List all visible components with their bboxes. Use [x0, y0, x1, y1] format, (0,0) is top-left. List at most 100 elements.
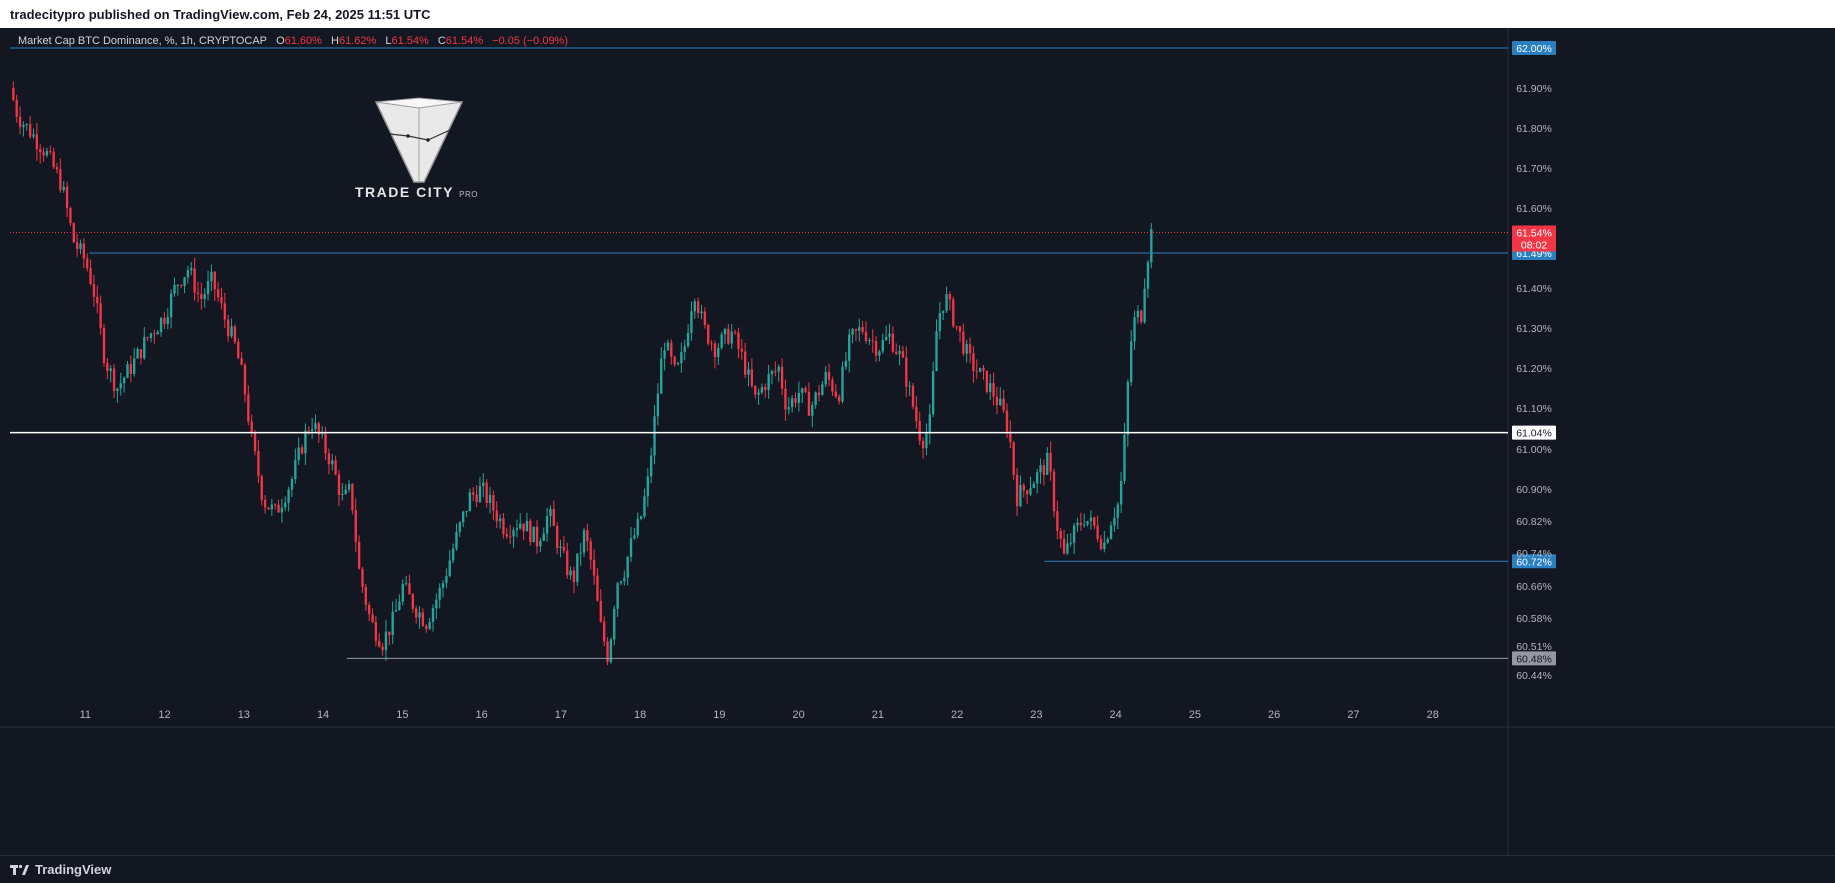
candle-body: [341, 494, 344, 496]
candle: [613, 605, 616, 646]
x-tick-label: 16: [475, 709, 487, 721]
candle-body: [458, 522, 461, 532]
candle: [858, 318, 861, 342]
candle: [183, 276, 186, 294]
candle-body: [317, 423, 321, 435]
candle-body: [321, 433, 324, 435]
candle-body: [656, 393, 660, 417]
candle: [1136, 305, 1140, 324]
chart-area[interactable]: [10, 28, 1825, 855]
candle-body: [143, 337, 146, 359]
candle-body: [465, 510, 468, 512]
candle: [522, 523, 525, 541]
candle-body: [948, 294, 952, 300]
x-tick-label: 12: [158, 709, 170, 721]
candle-body: [515, 528, 519, 530]
candle: [92, 275, 96, 308]
candle-body: [532, 526, 535, 543]
candle: [636, 512, 639, 539]
candlestick-chart[interactable]: 62.00%61.49%61.04%60.72%60.48%61.54%08:0…: [0, 0, 1835, 855]
y-tick-label: 60.82%: [1516, 516, 1552, 528]
candle: [126, 361, 129, 379]
y-tick-label: 60.74%: [1516, 548, 1552, 560]
x-tick-label: 25: [1189, 709, 1201, 721]
symbol-name[interactable]: Market Cap BTC Dominance, %, 1h, CRYPTOC…: [18, 35, 268, 47]
y-tick-label: 61.80%: [1516, 123, 1552, 135]
x-tick-label: 15: [396, 709, 408, 721]
candle-body: [777, 366, 780, 372]
candle-body: [200, 293, 203, 299]
candle-body: [176, 285, 180, 287]
candle: [532, 526, 535, 543]
candle-body: [670, 342, 673, 357]
candle: [730, 323, 733, 349]
candle: [45, 147, 49, 158]
candle-body: [398, 601, 401, 611]
candle-body: [596, 575, 599, 601]
candle: [978, 367, 982, 373]
candle: [324, 426, 327, 461]
candle: [780, 358, 784, 396]
candle-body: [508, 536, 512, 538]
candle-body: [589, 541, 592, 560]
watermark-brand-name: TRADE CITY: [355, 184, 454, 200]
level-tag: [1512, 554, 1556, 569]
candle-body: [1009, 431, 1012, 443]
candle-body: [535, 526, 539, 547]
y-tick-label: 60.44%: [1516, 670, 1552, 682]
candle: [1042, 459, 1046, 486]
candle-body: [59, 169, 62, 191]
x-tick-label: 26: [1268, 709, 1280, 721]
candle-body: [203, 294, 206, 299]
candle: [277, 499, 280, 513]
candle: [1039, 458, 1042, 484]
candle-body: [552, 509, 555, 526]
candle: [992, 372, 995, 406]
candle-body: [663, 350, 666, 359]
candle-body: [243, 364, 247, 395]
published-text: tradecitypro published on TradingView.co…: [10, 6, 431, 22]
candle-body: [378, 640, 381, 647]
candle: [475, 485, 478, 508]
candle-body: [633, 535, 636, 539]
candle: [482, 472, 485, 498]
candle: [1133, 310, 1136, 350]
footer-brand[interactable]: TradingView: [35, 862, 112, 877]
candle-body: [931, 371, 935, 415]
candle: [1119, 471, 1123, 513]
candle: [649, 447, 653, 484]
candle-body: [1076, 522, 1079, 526]
candle: [985, 370, 989, 394]
candle-body: [394, 610, 398, 612]
candle-body: [263, 499, 267, 508]
candle: [12, 81, 15, 102]
candle-body: [153, 333, 156, 335]
candle: [391, 601, 394, 644]
candle: [448, 549, 451, 578]
candle-body: [643, 496, 646, 517]
candle: [1009, 420, 1012, 448]
candle: [582, 527, 586, 557]
candle: [656, 383, 660, 426]
candle-body: [764, 387, 767, 390]
candle-body: [955, 326, 958, 328]
candle: [908, 381, 911, 397]
x-tick-label: 21: [872, 709, 884, 721]
candle: [233, 324, 237, 345]
candle-body: [146, 337, 149, 339]
candle-body: [1056, 511, 1059, 531]
close-label: C: [437, 35, 446, 47]
candle-body: [770, 371, 774, 375]
candle: [361, 566, 364, 593]
candle-body: [733, 331, 737, 333]
tradingview-logo-icon[interactable]: [10, 864, 30, 876]
candle-body: [129, 364, 133, 374]
candle-body: [116, 388, 119, 391]
candle-body: [1049, 452, 1052, 472]
candle-body: [368, 604, 371, 615]
candle: [102, 324, 106, 368]
close-value: 61.54%: [445, 35, 484, 47]
candle: [790, 395, 794, 413]
candle: [32, 128, 35, 139]
candle-body: [1059, 530, 1062, 539]
